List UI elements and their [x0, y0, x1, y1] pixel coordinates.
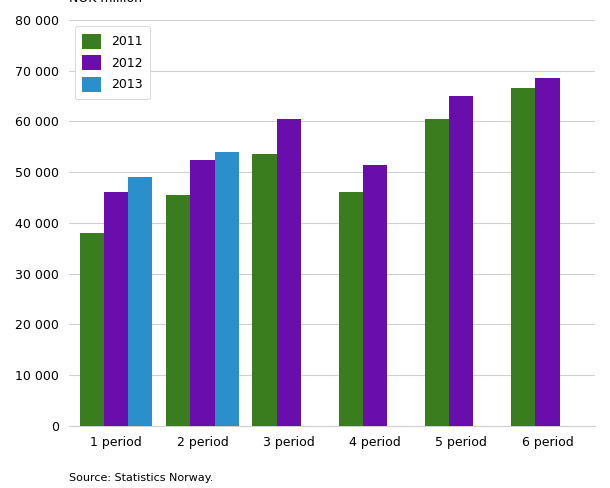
Bar — [536, 79, 559, 426]
Bar — [104, 192, 128, 426]
Bar — [425, 119, 449, 426]
Bar — [166, 195, 190, 426]
Text: NOK million: NOK million — [69, 0, 142, 5]
Text: Source: Statistics Norway.: Source: Statistics Norway. — [69, 473, 213, 483]
Bar — [128, 177, 152, 426]
Bar — [253, 154, 277, 426]
Bar — [339, 192, 363, 426]
Legend: 2011, 2012, 2013: 2011, 2012, 2013 — [75, 26, 150, 100]
Bar — [511, 88, 536, 426]
Bar — [449, 96, 473, 426]
Bar — [277, 119, 301, 426]
Bar — [215, 152, 239, 426]
Bar — [363, 164, 387, 426]
Bar — [190, 160, 215, 426]
Bar — [80, 233, 104, 426]
